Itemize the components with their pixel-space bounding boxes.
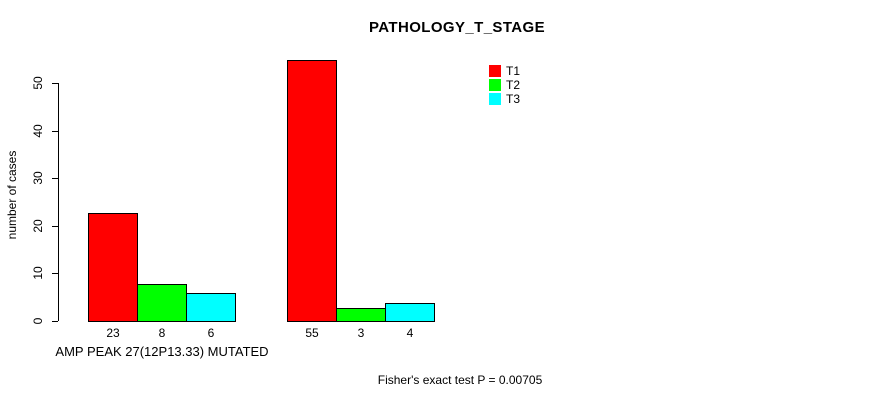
legend-swatch-T2 (489, 79, 501, 91)
y-tick-label: 10 (31, 266, 45, 280)
bar-value-label: 6 (207, 326, 215, 340)
legend: T1 T2 T3 (489, 64, 520, 106)
chart-title: PATHOLOGY_T_STAGE (369, 19, 545, 36)
y-tick-mark (52, 273, 58, 274)
y-axis-title: number of cases (5, 150, 19, 240)
bar-T2-group2 (336, 308, 386, 322)
y-tick-mark (52, 83, 58, 84)
bar-value-label: 4 (406, 326, 414, 340)
legend-label: T3 (506, 92, 521, 106)
bar-value-label: 55 (305, 326, 319, 340)
bar-value-label: 23 (106, 326, 120, 340)
bar-T1-group1 (88, 213, 138, 322)
bar-T3-group1 (186, 293, 236, 322)
y-tick-label: 50 (31, 76, 45, 90)
x-category-label: AMP PEAK 27(12P13.33) MUTATED (55, 344, 269, 359)
y-tick-label: 0 (31, 317, 45, 325)
bar-T3-group2 (385, 303, 435, 322)
y-tick-label: 30 (31, 171, 45, 185)
y-tick-mark (52, 321, 58, 322)
bar-T2-group1 (137, 284, 187, 322)
fisher-test-annotation: Fisher's exact test P = 0.00705 (377, 373, 543, 387)
y-tick-label: 20 (31, 219, 45, 233)
legend-item: T1 (489, 64, 520, 78)
legend-item: T2 (489, 78, 520, 92)
y-tick-mark (52, 226, 58, 227)
legend-swatch-T1 (489, 65, 501, 77)
legend-label: T1 (506, 64, 521, 78)
y-axis-line (58, 83, 59, 321)
legend-swatch-T3 (489, 93, 501, 105)
bar-T1-group2 (287, 60, 337, 322)
legend-label: T2 (506, 78, 521, 92)
y-tick-mark (52, 178, 58, 179)
y-tick-mark (52, 131, 58, 132)
bar-value-label: 3 (357, 326, 365, 340)
y-tick-label: 40 (31, 124, 45, 138)
bar-value-label: 8 (158, 326, 166, 340)
legend-item: T3 (489, 92, 520, 106)
